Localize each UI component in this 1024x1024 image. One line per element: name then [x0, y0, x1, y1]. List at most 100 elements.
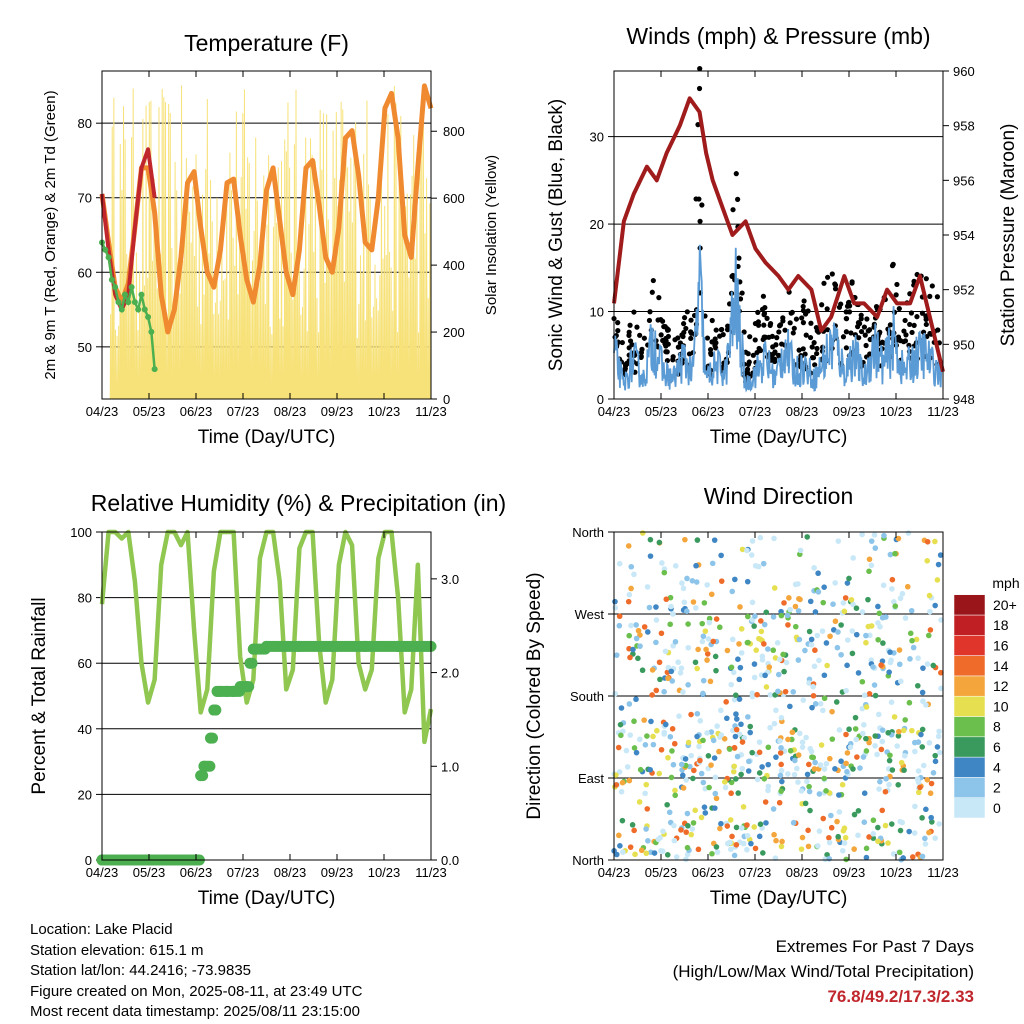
direction-point: [656, 539, 663, 546]
direction-point: [627, 844, 634, 850]
direction-point: [894, 743, 900, 749]
direction-point: [751, 623, 757, 629]
wind-title: Winds (mph) & Pressure (mb): [626, 23, 930, 49]
panel-0-xlabel: Time (Day/UTC): [198, 427, 336, 448]
legend-label: 18: [993, 617, 1009, 633]
direction-point: [708, 729, 715, 735]
direction-point: [653, 687, 660, 694]
direction-point: [919, 853, 926, 860]
gust-point: [637, 332, 643, 338]
direction-point: [815, 589, 822, 595]
direction-point: [677, 670, 684, 676]
direction-point: [716, 748, 722, 755]
direction-point: [796, 636, 803, 643]
direction-point: [685, 739, 692, 746]
direction-point: [761, 621, 768, 628]
direction-point: [887, 649, 893, 655]
direction-point: [682, 536, 688, 543]
gust-point: [739, 290, 745, 296]
direction-point: [747, 723, 754, 730]
gust-point: [832, 282, 839, 288]
direction-point: [829, 708, 835, 715]
gust-point: [856, 335, 862, 341]
direction-point: [710, 737, 717, 744]
direction-point: [658, 848, 664, 854]
direction-point: [708, 762, 714, 768]
direction-point: [876, 610, 883, 617]
direction-point: [658, 630, 665, 637]
direction-point: [868, 623, 875, 629]
direction-point: [926, 829, 932, 836]
direction-point: [744, 578, 751, 585]
direction-point: [706, 619, 713, 626]
extremes-box: Extremes For Past 7 Days (High/Low/Max W…: [673, 934, 974, 1009]
gust-point: [814, 350, 820, 357]
panel-1-xtick-label: 09/23: [833, 404, 866, 419]
direction-point: [895, 535, 902, 542]
direction-point: [777, 772, 784, 779]
gust-point: [825, 327, 831, 333]
panel-0-xtick-label: 07/23: [227, 404, 260, 419]
gust-point: [849, 279, 855, 285]
direction-point: [765, 744, 772, 751]
direction-point: [684, 575, 690, 582]
direction-point: [679, 772, 686, 779]
direction-point: [889, 767, 896, 773]
direction-point: [717, 825, 723, 832]
direction-point: [935, 733, 942, 740]
direction-point: [730, 669, 737, 676]
direction-point: [631, 718, 637, 725]
direction-point: [901, 767, 907, 774]
direction-point: [726, 746, 733, 752]
direction-point: [900, 855, 907, 861]
direction-point: [700, 690, 706, 697]
direction-point: [936, 728, 942, 735]
direction-point: [905, 530, 912, 536]
direction-point: [924, 538, 931, 545]
direction-point: [748, 552, 755, 558]
direction-point: [647, 553, 654, 559]
direction-point: [852, 726, 859, 732]
direction-point: [778, 761, 784, 768]
direction-point: [770, 806, 777, 812]
direction-point: [633, 749, 640, 756]
direction-point: [709, 850, 715, 857]
direction-point: [765, 646, 771, 652]
gust-point: [927, 330, 933, 337]
temp-ytick-label: 60: [78, 265, 92, 280]
gust-point: [923, 321, 929, 328]
direction-point: [773, 837, 779, 844]
direction-point: [844, 580, 851, 586]
direction-point: [757, 821, 764, 827]
direction-point: [692, 659, 699, 666]
direction-point: [761, 775, 768, 782]
direction-point: [899, 819, 905, 826]
gust-point: [664, 327, 671, 333]
direction-point: [792, 623, 799, 630]
gust-point: [736, 255, 742, 261]
direction-point: [631, 827, 637, 834]
direction-point: [661, 569, 668, 576]
gust-point: [846, 299, 852, 305]
direction-point: [643, 826, 649, 832]
direction-point: [709, 560, 716, 567]
direction-point: [821, 672, 828, 679]
direction-point: [670, 643, 676, 649]
panel-0-frame: [101, 70, 432, 400]
direction-point: [729, 636, 736, 643]
legend-label: 14: [993, 658, 1009, 674]
direction-point: [863, 845, 870, 852]
rh-ylabel: Percent & Total Rainfall: [29, 597, 50, 794]
gust-point: [675, 335, 681, 341]
direction-point: [692, 807, 699, 814]
direction-point: [935, 561, 942, 568]
gust-point: [801, 298, 807, 304]
direction-point: [821, 775, 827, 782]
direction-point: [759, 764, 765, 770]
direction-point: [890, 851, 897, 857]
legend-swatch: [953, 756, 986, 778]
direction-point: [729, 833, 735, 840]
panel-2-xtick-label: 05/23: [133, 865, 166, 880]
direction-point: [920, 698, 926, 705]
direction-point: [740, 804, 747, 810]
